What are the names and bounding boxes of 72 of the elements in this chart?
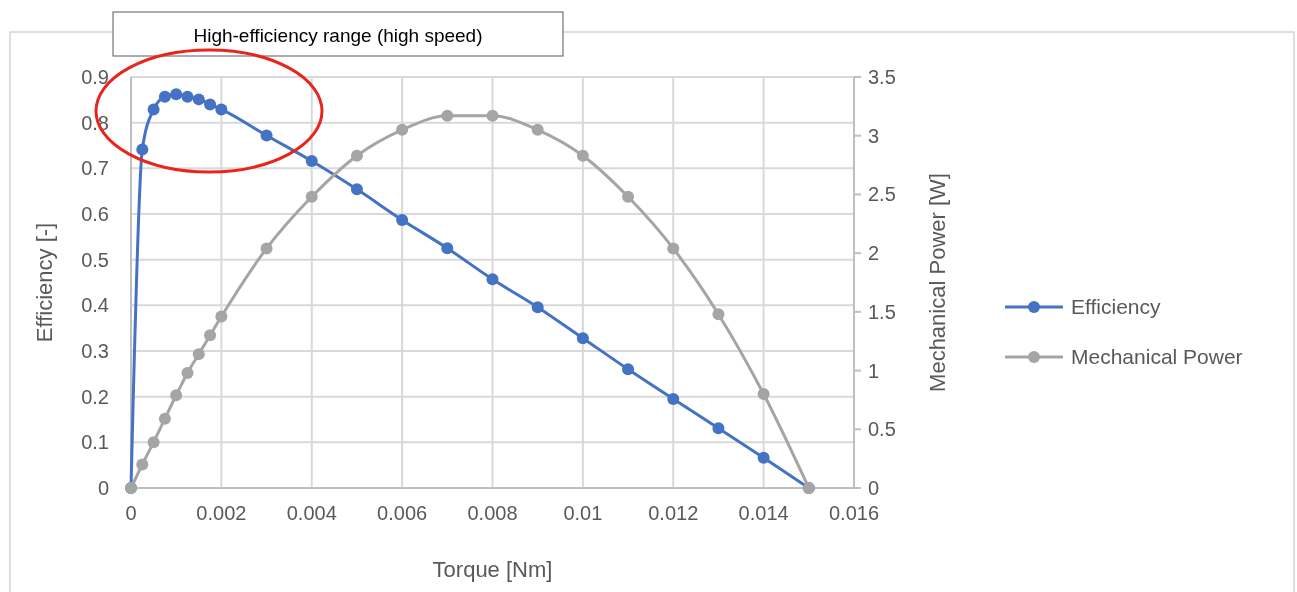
point [396,213,409,226]
legend-label: Mechanical Power [1071,345,1243,368]
point [192,93,205,106]
point [158,412,171,425]
x-tick-label: 0.002 [196,502,247,524]
point [305,155,318,168]
point [215,103,228,116]
point [215,310,228,323]
y2-tick-label: 0 [868,477,880,499]
point [136,143,149,156]
point [486,273,499,286]
point [204,329,217,342]
x-tick-label: 0.004 [286,502,337,524]
y2-tick-label: 3.5 [868,66,896,88]
point [486,109,499,122]
x-tick-label: 0.014 [738,502,789,524]
point [622,190,635,203]
point [757,451,770,464]
y-tick-label: 0.6 [81,203,109,225]
point [712,422,725,435]
y2-axis-title: Mechanical Power [W] [925,173,950,392]
point [576,332,589,345]
y2-tick-label: 1 [868,359,880,382]
x-tick-label: 0.006 [377,502,428,524]
point [192,348,205,361]
text: High-efficiency range (high speed) [193,25,483,46]
legend-label: Efficiency [1071,295,1161,318]
y2-tick-label: 2 [868,242,880,265]
point [305,190,318,203]
y-axis-title: Efficiency [-] [32,222,57,343]
y-tick-label: 0.7 [81,157,109,180]
point [260,242,273,255]
y-tick-label: 0.9 [81,66,109,88]
point [712,308,725,321]
point [147,103,160,116]
y2-tick-label: 3 [868,124,880,147]
y-tick-label: 0 [97,477,109,499]
point [531,301,544,314]
x-tick-label: 0.012 [648,502,699,524]
point [441,109,454,122]
point [757,388,770,401]
x-tick-label: 0 [125,502,137,524]
y2-tick-label: 0.5 [868,418,896,441]
point [147,436,160,449]
x-axis-title: Torque [Nm] [432,557,553,582]
point [531,123,544,136]
x-tick-label: 0.016 [828,502,880,524]
point [170,88,183,101]
point [136,458,149,471]
point [158,90,171,103]
y2-tick-label: 2.5 [868,183,896,206]
point [667,242,680,255]
point [441,242,454,255]
x-tick-label: 0.008 [467,502,518,524]
point [260,129,273,142]
point [622,363,635,376]
point [181,90,194,103]
y-tick-label: 0.5 [81,248,109,271]
y-tick-label: 0.2 [81,385,109,408]
y-tick-label: 0.3 [81,340,109,362]
point [350,149,363,162]
point [396,123,409,136]
y2-tick-label: 1.5 [868,300,896,323]
point [576,149,589,162]
y-tick-label: 0.4 [81,294,109,317]
point [350,183,363,196]
point [170,389,183,402]
point [204,98,217,111]
y-tick-label: 0.1 [81,431,109,454]
x-tick-label: 0.01 [563,502,603,524]
point [181,366,194,379]
point [667,392,680,405]
